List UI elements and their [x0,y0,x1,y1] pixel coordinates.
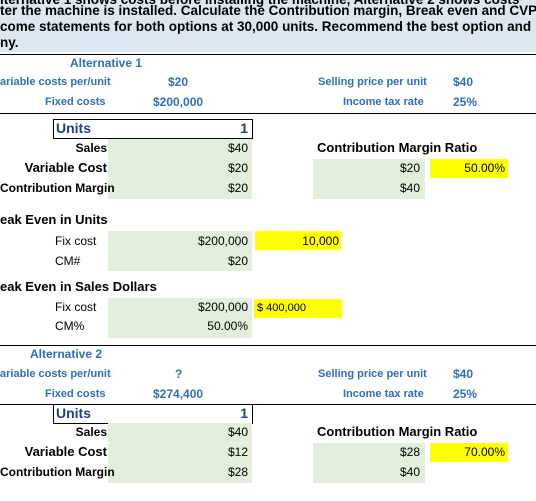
label: Selling price per unit [318,368,427,380]
value: $200,000 [153,95,204,109]
row-label: Sales [75,141,107,155]
cell: $200,000 [197,234,248,248]
value: $40 [453,367,474,381]
section-title: Contribution Margin Ratio [317,424,478,439]
cell: $40 [399,181,420,195]
units-value: 1 [240,405,248,421]
input-fill [108,423,252,483]
value: ? [175,367,183,381]
row-label: Variable Cost [24,160,107,175]
header-line: ter the machine is installed. Calculate … [0,3,536,18]
header-line: lternative 1 shows costs before installi… [0,0,519,8]
cell: $20 [227,254,248,268]
input-fill [313,443,425,483]
alt-title: Alternative 1 [70,56,143,70]
label: ariable costs per/unit [0,368,111,380]
cell: $40 [399,465,420,479]
result-fill [254,299,342,318]
result: 10,000 [302,234,339,248]
header-line: ny. [0,35,19,50]
cell: $200,000 [197,300,248,314]
result-fill [430,443,508,462]
row-label: Fix cost [55,234,97,248]
value: $40 [453,75,474,89]
row-label: Fix cost [55,300,97,314]
cell: $20 [399,161,420,175]
input-fill [108,139,252,199]
value: 25% [453,95,478,109]
result: 70.00% [464,445,505,459]
result: $ 400,000 [257,302,306,314]
cell: $20 [227,181,248,195]
label: ariable costs per/unit [0,76,111,88]
row-label: Contribution Margin [0,465,115,479]
cell: $28 [227,465,248,479]
section-title: Contribution Margin Ratio [317,140,478,155]
header-line: come statements for both options at 30,0… [0,19,532,34]
value: $20 [168,75,189,89]
row-label: CM# [55,254,81,268]
label: Income tax rate [343,388,424,400]
input-fill [313,159,425,199]
row-label: CM% [55,319,85,333]
cell: $28 [399,445,420,459]
input-fill [108,231,252,271]
cell: $40 [227,141,248,155]
units-label: Units [56,120,91,136]
label: Fixed costs [45,96,106,108]
cell: $20 [227,161,248,175]
result-fill [255,231,341,250]
result: 50.00% [464,161,505,175]
units-value: 1 [240,120,248,136]
header-band: lternative 1 shows costs before installi… [0,0,536,52]
units-label: Units [56,405,91,421]
input-fill [108,298,252,338]
value: $274,400 [153,387,204,401]
units-box [53,119,253,139]
alt-title: Alternative 2 [30,347,103,361]
section-title: eak Even in Units [0,212,108,227]
cell: $12 [227,445,248,459]
section-title: eak Even in Sales Dollars [0,279,157,294]
row-label: Contribution Margin [0,181,115,195]
cell: 50.00% [207,319,248,333]
row-label: Variable Cost [24,444,107,459]
value: 25% [453,387,478,401]
label: Fixed costs [45,388,106,400]
label: Income tax rate [343,96,424,108]
cell: $40 [227,425,248,439]
result-fill [430,159,508,178]
alt-box [0,345,536,405]
label: Selling price per unit [318,76,427,88]
alt-box [0,54,536,114]
row-label: Sales [75,425,107,439]
